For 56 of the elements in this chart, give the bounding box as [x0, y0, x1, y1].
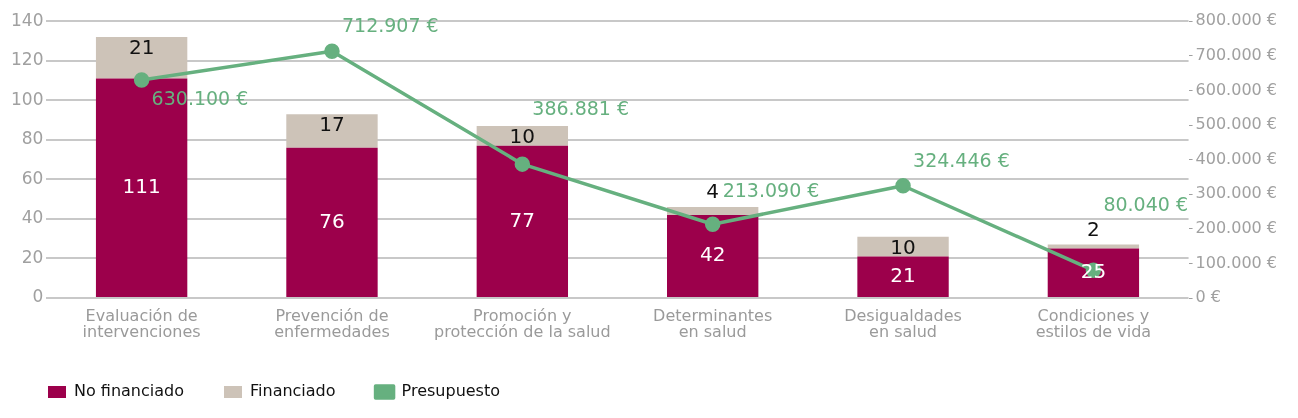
data-label: 80.040 €	[1103, 193, 1188, 216]
data-label: 21	[128, 35, 155, 60]
y-tick-label: 40	[21, 207, 44, 228]
y-tick-label: 120	[10, 49, 44, 70]
x-tick-label: Desigualdades en salud	[844, 306, 962, 342]
bar	[667, 207, 759, 215]
legend-label: No financiado	[74, 381, 184, 401]
x-tick-label: Promoción y protección de la salud	[434, 306, 611, 342]
point	[895, 177, 911, 194]
data-label: 10	[890, 234, 916, 259]
y2-tick-label: 200.000 €	[1195, 217, 1278, 237]
y2-tick-label: 600.000 €	[1195, 79, 1278, 99]
x-tick-label: Determinantes en salud	[653, 306, 773, 342]
data-label: 324.446 €	[913, 148, 1010, 171]
y2-tick-label: 300.000 €	[1195, 183, 1278, 203]
data-label: 77	[509, 207, 536, 232]
y2-tick-label: 400.000 €	[1195, 148, 1278, 168]
point	[514, 156, 531, 172]
y-tick-label: 140	[10, 9, 44, 30]
data-label: 4	[706, 179, 720, 204]
bar	[286, 147, 378, 297]
y2-tick-label: 800.000 €	[1195, 10, 1278, 30]
data-label: 42	[699, 242, 726, 267]
data-label: 111	[122, 173, 161, 198]
y2-tick-label: 100.000 €	[1195, 252, 1278, 272]
y2-tick-label: 0 €	[1195, 287, 1222, 307]
x-tick-label: Evaluación de intervenciones	[82, 306, 201, 342]
y-tick-label: 100	[10, 88, 44, 109]
data-label: 213.090 €	[722, 179, 820, 202]
bar	[1047, 244, 1140, 249]
bar	[667, 214, 759, 297]
y-tick-label: 60	[21, 167, 44, 188]
y2-tick-label: 700.000 €	[1195, 44, 1278, 64]
x-tick-label: Prevención de enfermedades	[274, 306, 390, 342]
point	[324, 43, 340, 60]
legend-label: Financiado	[250, 381, 336, 401]
data-label: 712.907 €	[341, 14, 439, 37]
point	[704, 216, 721, 233]
data-label: 17	[319, 112, 345, 137]
bar	[857, 256, 949, 297]
data-label: 21	[890, 262, 916, 287]
bar	[95, 37, 188, 79]
y2-tick-label: 500.000 €	[1195, 114, 1278, 134]
data-label: 2	[1087, 216, 1100, 241]
point	[133, 72, 150, 88]
y-tick-label: 0	[32, 286, 44, 307]
y-tick-label: 80	[21, 128, 44, 149]
bar	[1047, 248, 1140, 297]
bar	[286, 114, 378, 148]
legend-label: Presupuesto	[401, 381, 501, 401]
x-tick-label: Condiciones y estilos de vida	[1035, 306, 1152, 342]
data-label: 386.881 €	[532, 97, 630, 120]
data-label: 10	[509, 124, 536, 149]
data-label: 76	[319, 208, 345, 233]
y-tick-label: 20	[21, 246, 44, 267]
bar	[476, 145, 569, 297]
